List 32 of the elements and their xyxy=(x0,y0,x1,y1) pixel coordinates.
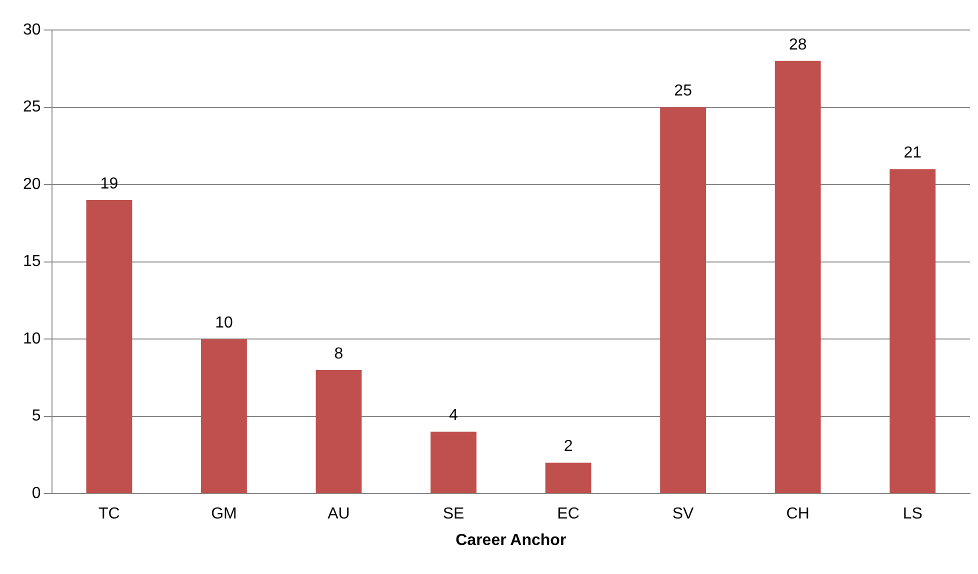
x-tick-label: SV xyxy=(672,506,694,523)
data-label: 2 xyxy=(564,438,573,456)
bar xyxy=(86,200,132,494)
data-label: 8 xyxy=(334,345,344,362)
x-axis-title: Career Anchor xyxy=(456,532,566,549)
bar xyxy=(316,370,362,494)
y-tick-label: 10 xyxy=(23,330,41,348)
x-tick-label: SE xyxy=(442,506,464,523)
x-tick-label: EC xyxy=(557,506,580,523)
y-tick-label: 0 xyxy=(32,485,41,502)
x-tick-label: AU xyxy=(328,506,350,523)
data-label: 28 xyxy=(788,36,807,54)
y-tick-label: 30 xyxy=(23,21,41,38)
data-label: 21 xyxy=(904,144,922,162)
x-tick-label: LS xyxy=(902,506,922,523)
data-label: 10 xyxy=(215,314,233,332)
y-tick-label: 20 xyxy=(23,176,41,193)
data-label: 19 xyxy=(100,175,118,192)
bar xyxy=(201,339,247,494)
bar xyxy=(545,462,592,494)
data-label: 25 xyxy=(674,82,692,100)
y-tick-label: 15 xyxy=(23,253,41,270)
bar xyxy=(430,432,476,494)
x-tick-label: CH xyxy=(786,506,810,523)
bar xyxy=(774,60,821,494)
y-tick-label: 25 xyxy=(23,98,41,116)
bar xyxy=(890,169,936,494)
x-tick-label: TC xyxy=(98,506,120,523)
y-tick-label: 5 xyxy=(32,408,41,425)
x-tick-label: GM xyxy=(211,506,237,523)
bar xyxy=(660,107,706,494)
data-label: 4 xyxy=(449,407,458,424)
